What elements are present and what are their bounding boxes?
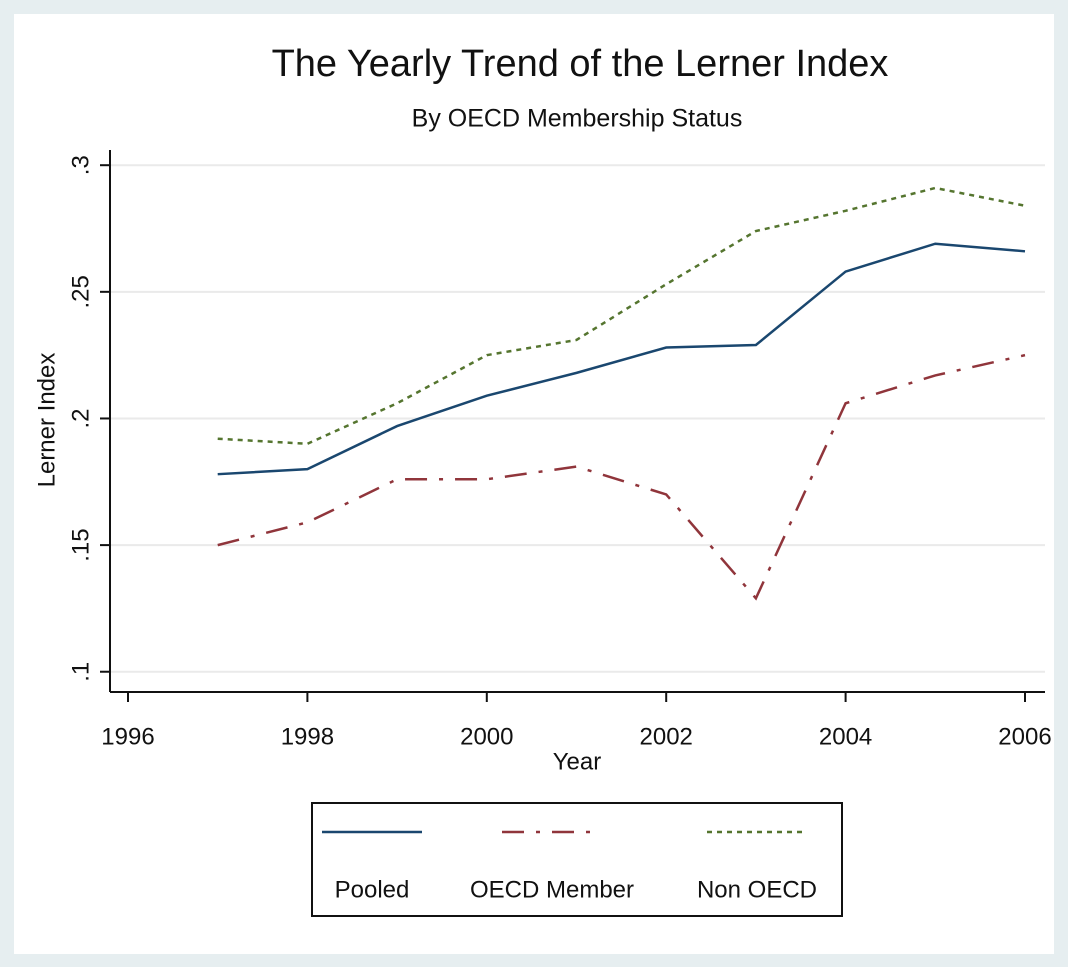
series-line: [217, 353, 1026, 601]
x-tick-label: 1998: [281, 723, 334, 750]
background: [14, 14, 1054, 954]
legend-label: Non OECD: [697, 876, 817, 903]
y-tick-label: .25: [67, 275, 94, 308]
series-line: [217, 242, 1026, 476]
chart-title: The Yearly Trend of the Lerner Index: [272, 43, 889, 85]
x-tick-label: 2002: [640, 723, 693, 750]
x-tick-label: 2000: [460, 723, 513, 750]
legend-label: OECD Member: [470, 876, 634, 903]
y-tick-label: .2: [67, 408, 94, 428]
y-axis-label: Lerner Index: [33, 353, 60, 488]
y-tick-label: .3: [67, 155, 94, 175]
x-axis-label: Year: [553, 748, 602, 775]
series-line: [217, 186, 1026, 446]
legend-label: Pooled: [335, 876, 410, 903]
x-tick-label: 1996: [101, 723, 154, 750]
x-tick-label: 2006: [998, 723, 1051, 750]
y-tick-label: .15: [67, 528, 94, 561]
x-tick-label: 2004: [819, 723, 872, 750]
chart-subtitle: By OECD Membership Status: [412, 105, 743, 133]
y-tick-label: .1: [67, 662, 94, 682]
legend-box: [311, 802, 843, 917]
